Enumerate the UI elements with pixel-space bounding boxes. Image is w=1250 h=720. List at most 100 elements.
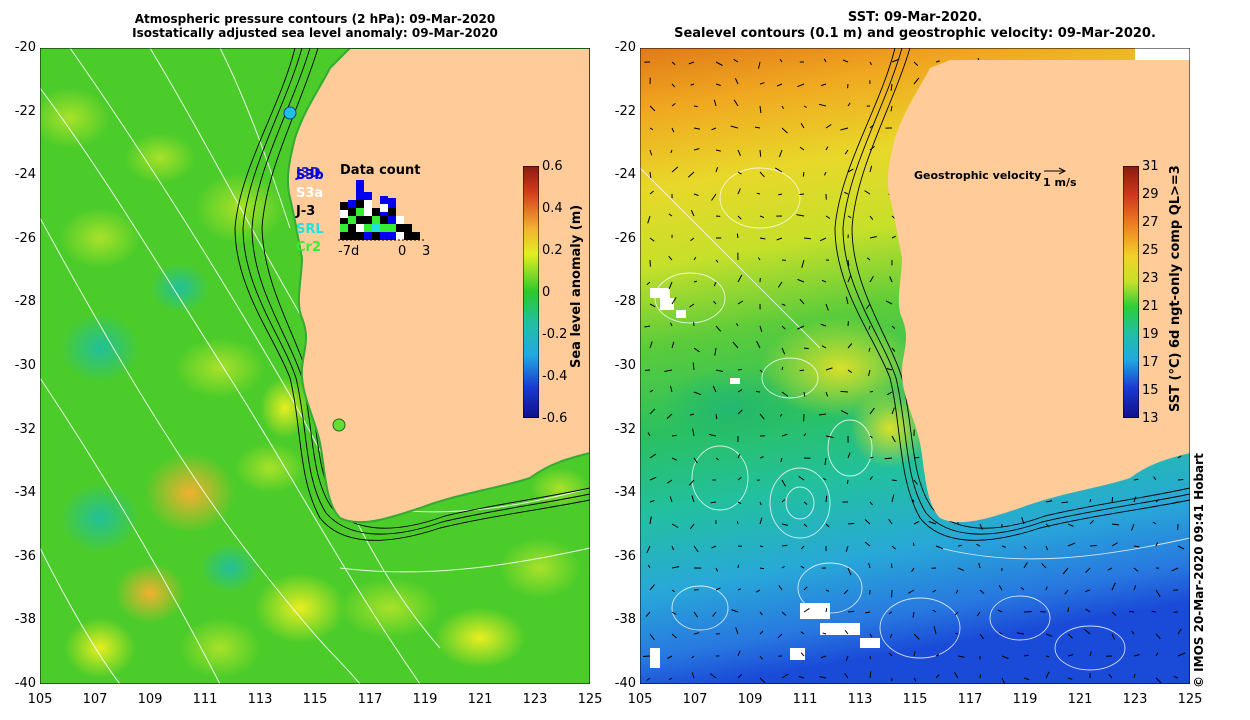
y-tick-right: -34 <box>614 485 636 501</box>
right-panel-title: SST: 09-Mar-2020. Sealevel contours (0.1… <box>640 10 1190 42</box>
velocity-arrow <box>1089 519 1094 525</box>
velocity-arrow <box>908 589 915 594</box>
sst-map[interactable] <box>640 48 1190 684</box>
velocity-arrow <box>820 323 827 327</box>
velocity-arrow <box>1155 542 1159 547</box>
velocity-arrow <box>671 611 677 615</box>
velocity-arrow <box>759 149 762 157</box>
velocity-arrow <box>1085 589 1091 593</box>
velocity-arrow <box>759 413 765 420</box>
velocity-arrow <box>715 325 722 332</box>
velocity-arrow <box>891 545 896 550</box>
velocity-arrow <box>891 235 897 239</box>
left-panel-title: Atmospheric pressure contours (2 hPa): 0… <box>40 12 590 40</box>
sea-level-contours <box>640 167 1190 671</box>
velocity-arrow <box>1067 677 1073 680</box>
velocity-arrow <box>1045 633 1053 637</box>
y-tick-left: -34 <box>14 485 36 501</box>
velocity-arrow <box>844 149 849 155</box>
left-title-line2: Isostatically adjusted sea level anomaly… <box>132 26 498 40</box>
land-mass <box>887 48 1190 523</box>
velocity-arrow <box>736 323 739 327</box>
velocity-arrow <box>671 523 679 528</box>
velocity-arrow <box>737 368 742 371</box>
velocity-arrow <box>1001 677 1006 684</box>
velocity-arrow <box>803 586 808 591</box>
velocity-arrow <box>886 391 893 396</box>
velocity-arrow <box>759 655 763 660</box>
satellite-legend-item: SRL <box>296 222 324 237</box>
velocity-arrow <box>885 300 893 305</box>
velocity-arrow <box>1129 610 1135 613</box>
velocity-arrow <box>781 366 784 371</box>
velocity-arrow <box>820 83 827 87</box>
velocity-arrow <box>781 523 789 526</box>
velocity-arrow <box>1045 545 1049 551</box>
tide-gauge-marker[interactable] <box>283 106 297 120</box>
sst-tick: 15 <box>1142 383 1159 398</box>
velocity-arrow <box>933 626 937 635</box>
velocity-arrow <box>737 501 742 505</box>
velocity-arrow <box>979 589 985 594</box>
velocity-arrow <box>868 562 871 569</box>
satellite-legend-item: S3a <box>296 186 324 201</box>
sea-level-anomaly-map[interactable] <box>40 48 590 684</box>
velocity-arrow <box>1016 632 1025 635</box>
y-tick-left: -40 <box>14 676 36 691</box>
velocity-arrow <box>845 655 849 662</box>
velocity-arrow <box>869 165 873 173</box>
velocity-arrow <box>715 167 719 173</box>
sst-colorbar <box>1123 166 1139 418</box>
velocity-arrow <box>1108 673 1113 679</box>
velocity-arrow <box>669 385 673 393</box>
velocity-arrow <box>759 517 763 525</box>
velocity-arrow <box>776 237 783 241</box>
x-tick-right: 125 <box>1177 692 1203 707</box>
velocity-arrow <box>693 457 698 464</box>
velocity-arrow <box>759 456 764 459</box>
velocity-arrow <box>1045 586 1048 591</box>
sst-tick: 17 <box>1142 355 1159 370</box>
velocity-arrow <box>671 341 675 349</box>
velocity-arrow <box>709 673 717 679</box>
velocity-arrow <box>1153 476 1157 481</box>
velocity-arrow <box>847 343 853 349</box>
velocity-arrow <box>714 347 717 356</box>
tide-gauge-marker[interactable] <box>332 418 346 432</box>
velocity-arrow <box>781 673 789 679</box>
velocity-arrow <box>845 545 849 553</box>
velocity-arrow <box>756 340 761 349</box>
y-tick-right: -40 <box>614 676 636 691</box>
velocity-arrow <box>868 347 871 352</box>
velocity-arrow <box>886 368 893 371</box>
satellite-legend-item: J-3 <box>296 204 316 219</box>
velocity-arrow <box>692 362 695 371</box>
y-tick-left: -22 <box>14 103 36 119</box>
velocity-arrow <box>737 650 741 657</box>
velocity-arrow <box>713 99 717 107</box>
velocity-arrow <box>913 77 920 85</box>
velocity-arrow <box>1177 455 1182 459</box>
velocity-arrow <box>864 190 871 195</box>
velocity-arrow <box>847 259 850 266</box>
velocity-arrow <box>1107 567 1113 571</box>
velocity-arrow <box>759 567 765 570</box>
velocity-arrow <box>668 281 673 290</box>
x-tick-right: 105 <box>627 692 653 707</box>
velocity-arrow <box>1111 542 1118 547</box>
velocity-arrow <box>759 677 766 683</box>
velocity-arrow <box>1133 567 1139 572</box>
velocity-arrow <box>846 479 849 484</box>
x-tick-right: 123 <box>1122 692 1148 707</box>
velocity-arrow <box>799 146 805 151</box>
velocity-arrow <box>889 276 893 283</box>
velocity-arrow <box>865 611 871 614</box>
velocity-arrow <box>688 479 695 486</box>
velocity-arrow <box>671 127 675 133</box>
sla-map-svg <box>40 48 590 684</box>
velocity-arrow <box>671 103 676 107</box>
velocity-arrow <box>824 457 827 466</box>
velocity-arrow <box>737 674 742 679</box>
y-tick-left: -26 <box>14 230 36 246</box>
velocity-arrow <box>759 105 762 114</box>
